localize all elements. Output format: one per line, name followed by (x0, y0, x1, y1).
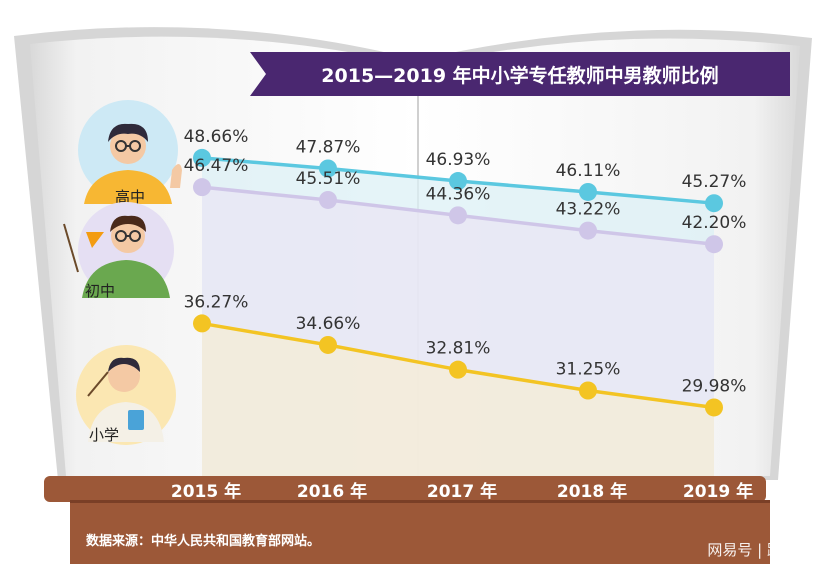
label-junior-high-1: 46.47% (184, 156, 249, 176)
point-junior-high-5 (705, 235, 723, 254)
book-icon (128, 410, 144, 430)
x-tick-5: 2019 年 (683, 481, 753, 502)
label-junior-high-5: 42.20% (682, 213, 747, 233)
label-senior-high-2: 47.87% (296, 137, 361, 157)
label-primary-5: 29.98% (682, 376, 747, 396)
series-points (193, 148, 723, 417)
shelf-board (44, 476, 766, 502)
point-junior-high-4 (579, 221, 597, 240)
label-senior-high-4: 46.11% (556, 161, 621, 181)
label-primary-2: 34.66% (296, 314, 361, 334)
point-senior-high-3 (449, 172, 467, 191)
label-primary-3: 32.81% (426, 339, 491, 359)
source-note: 数据来源：中华人民共和国教育部网站。 (86, 533, 320, 549)
point-junior-high-3 (449, 206, 467, 225)
pointer-stick-icon (87, 371, 109, 397)
label-junior-high-2: 45.51% (296, 169, 361, 189)
shelf-front (70, 500, 770, 564)
avatar-junior-high-hair (110, 215, 146, 232)
title-banner: 2015—2019 年中小学专任教师中男教师比例 (250, 52, 790, 96)
chart-title: 2015—2019 年中小学专任教师中男教师比例 (321, 64, 718, 87)
x-axis: 2015 年 2016 年 2017 年 2018 年 2019 年 (171, 481, 753, 502)
series-areas (202, 157, 714, 476)
avatar-primary-body (88, 402, 164, 442)
avatar-junior-high-body (82, 260, 170, 298)
hand-wave-icon (170, 164, 182, 188)
point-senior-high-5 (705, 194, 723, 213)
point-primary-2 (319, 335, 337, 354)
glasses-icon (115, 230, 141, 242)
shelf-base (44, 476, 770, 564)
avatar-senior-high: 高中 (78, 100, 182, 206)
point-primary-4 (579, 381, 597, 400)
label-junior-high-4: 43.22% (556, 200, 621, 220)
point-primary-5 (705, 398, 723, 417)
legend-junior-high: 初中 (85, 282, 115, 300)
point-primary-3 (449, 360, 467, 379)
x-tick-2: 2016 年 (297, 481, 367, 502)
avatar-senior-high-hair (108, 123, 148, 142)
x-tick-4: 2018 年 (557, 481, 627, 502)
point-junior-high-2 (319, 190, 337, 209)
point-primary-1 (193, 314, 211, 333)
avatar-primary-face (108, 360, 140, 392)
label-primary-1: 36.27% (184, 292, 249, 312)
point-junior-high-1 (193, 178, 211, 197)
label-junior-high-3: 44.36% (426, 184, 491, 204)
pointer-stick-icon (63, 223, 79, 273)
watermark: 网易号 | 路道原 (707, 541, 812, 559)
ruler-triangle-icon (86, 232, 104, 248)
avatar-junior-high: 初中 (63, 202, 174, 300)
data-labels: 48.66% 47.87% 46.93% 46.11% 45.27% 46.47% 45.5… (184, 127, 747, 397)
x-tick-3: 2017 年 (427, 481, 497, 502)
title-banner-shape (250, 52, 790, 96)
glasses-icon (115, 140, 141, 152)
label-senior-high-3: 46.93% (426, 150, 491, 170)
label-senior-high-1: 48.66% (184, 127, 249, 147)
point-senior-high-2 (319, 159, 337, 178)
legend-senior-high: 高中 (115, 188, 145, 206)
label-senior-high-5: 45.27% (682, 172, 747, 192)
point-senior-high-4 (579, 182, 597, 201)
point-senior-high-1 (193, 148, 211, 167)
avatar-senior-high-body (84, 170, 172, 204)
avatar-primary: 小学 (76, 345, 176, 445)
label-primary-4: 31.25% (556, 360, 621, 380)
legend-primary: 小学 (89, 426, 119, 444)
avatar-primary-hair (108, 357, 140, 372)
area-primary (202, 323, 714, 476)
x-tick-1: 2015 年 (171, 481, 241, 502)
shelf-edge (70, 500, 770, 503)
